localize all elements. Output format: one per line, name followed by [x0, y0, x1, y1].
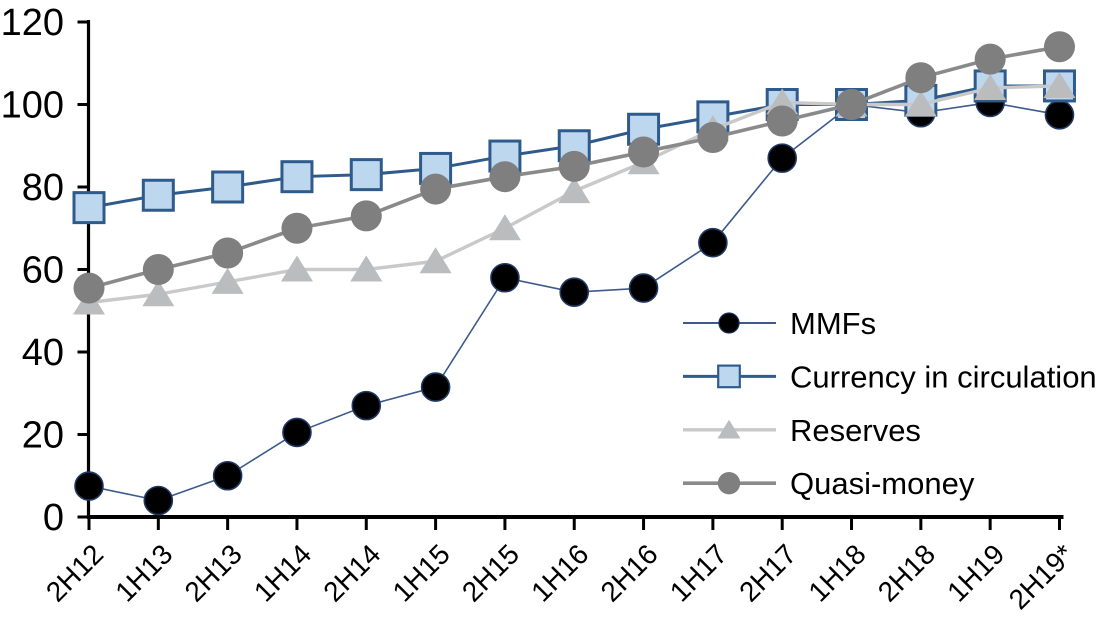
- marker-currency-in-circulation-2h14: [349, 158, 383, 192]
- legend-label-quasi-money: Quasi-money: [790, 466, 975, 501]
- marker-mmfs-2h13: [212, 460, 243, 491]
- x-tick-label-2h18: 2H18: [872, 538, 941, 607]
- marker-mmfs-1h13: [143, 485, 174, 516]
- marker-mmfs-1h15: [420, 372, 451, 402]
- y-tick-label-60: 60: [22, 250, 64, 292]
- marker-quasi-money-2h13: [212, 237, 244, 269]
- marker-mmfs-2h12: [74, 471, 104, 501]
- marker-quasi-money-2h14: [350, 200, 382, 232]
- marker-mmfs-2h17: [767, 143, 798, 173]
- marker-reserves-1h19: [974, 74, 1007, 100]
- marker-currency-in-circulation-1h13: [141, 178, 175, 212]
- marker-mmfs-2h15: [490, 262, 520, 293]
- marker-mmfs-2h19: [1044, 100, 1075, 130]
- marker-currency-in-circulation-2h12: [72, 191, 106, 225]
- x-axis-labels: 2H12 1H13 2H13 1H14 2H14 1H15 2H15 1H16 2H16 1H17…: [40, 538, 1080, 615]
- marker-quasi-money-2h12: [73, 272, 105, 304]
- marker-quasi-money-1h19: [974, 43, 1006, 75]
- marker-mmfs-1h16: [559, 277, 590, 307]
- x-axis-ticks: [87, 517, 1061, 530]
- x-tick-label-1h14: 1H14: [248, 538, 317, 607]
- x-tick-label-1h15: 1H15: [387, 538, 456, 607]
- marker-reserves-1h15: [419, 247, 452, 274]
- y-tick-label-80: 80: [22, 167, 64, 209]
- series-quasi-money: [73, 31, 1075, 304]
- legend-marker-currency-in-circulation-icon: [717, 364, 741, 389]
- legend-label-mmfs: MMFs: [790, 306, 876, 341]
- legend: MMFs Currency in circulation Reserves Quasi…: [683, 306, 1097, 501]
- marker-mmfs-1h17: [698, 227, 728, 258]
- x-tick-label-1h19: 1H19: [941, 538, 1010, 607]
- y-tick-label-0: 0: [43, 497, 64, 539]
- marker-quasi-money-1h15: [420, 173, 452, 205]
- marker-quasi-money-2h17: [766, 105, 798, 137]
- marker-mmfs-2h16: [628, 273, 659, 303]
- marker-quasi-money-2h15: [489, 161, 521, 193]
- y-tick-label-20: 20: [22, 415, 64, 457]
- marker-mmfs-1h14: [282, 417, 312, 448]
- marker-reserves-2h13: [211, 267, 244, 294]
- marker-quasi-money-2h19: [1043, 31, 1075, 63]
- marker-quasi-money-1h17: [697, 122, 729, 153]
- x-tick-label-1h18: 1H18: [803, 538, 872, 607]
- marker-currency-in-circulation-1h14: [280, 160, 314, 194]
- marker-quasi-money-1h18: [836, 89, 868, 120]
- y-tick-label-120: 120: [1, 2, 64, 44]
- marker-reserves-2h19: [1043, 71, 1076, 98]
- x-tick-label-2h13: 2H13: [179, 538, 248, 607]
- x-tick-label-2h15: 2H15: [456, 538, 525, 607]
- marker-reserves-2h15: [488, 214, 521, 241]
- legend-label-currency-in-circulation: Currency in circulation: [790, 359, 1097, 394]
- legend-item-currency-in-circulation: Currency in circulation: [683, 359, 1097, 394]
- legend-label-reserves: Reserves: [790, 413, 921, 448]
- marker-reserves-1h14: [280, 255, 313, 282]
- legend-marker-quasi-money-icon: [717, 472, 741, 495]
- x-tick-label-2h12: 2H12: [40, 538, 109, 607]
- marker-quasi-money-1h16: [558, 150, 590, 182]
- x-tick-label-2h16: 2H16: [595, 538, 664, 607]
- legend-item-quasi-money: Quasi-money: [683, 466, 975, 501]
- marker-quasi-money-2h18: [905, 62, 937, 94]
- series-mmfs: [74, 87, 1075, 516]
- x-tick-label-1h17: 1H17: [664, 538, 733, 607]
- marker-quasi-money-1h14: [281, 212, 313, 244]
- x-tick-label-2h14: 2H14: [317, 538, 386, 607]
- x-tick-label-1h16: 1H16: [525, 538, 594, 607]
- marker-quasi-money-2h16: [628, 136, 660, 168]
- marker-currency-in-circulation-2h13: [211, 170, 245, 204]
- x-tick-label-1h13: 1H13: [109, 538, 178, 607]
- y-tick-label-100: 100: [1, 85, 64, 127]
- marker-mmfs-2h14: [351, 390, 382, 421]
- y-axis-labels: 0 20 40 60 80 100 120: [1, 2, 64, 539]
- legend-marker-mmfs-icon: [718, 312, 740, 334]
- x-tick-label-2h17: 2H17: [733, 538, 802, 607]
- y-tick-label-40: 40: [22, 332, 64, 374]
- marker-reserves-2h18: [904, 90, 937, 117]
- marker-quasi-money-1h13: [142, 254, 174, 285]
- legend-item-reserves: Reserves: [683, 413, 921, 448]
- x-tick-label-2h19: 2H19*: [1003, 538, 1080, 615]
- y-axis-ticks: [77, 20, 89, 519]
- legend-item-mmfs: MMFs: [683, 306, 876, 341]
- legend-marker-reserves-icon: [717, 419, 741, 439]
- marker-reserves-1h13: [142, 280, 175, 307]
- marker-reserves-2h14: [350, 255, 383, 282]
- marker-reserves-1h16: [558, 177, 591, 204]
